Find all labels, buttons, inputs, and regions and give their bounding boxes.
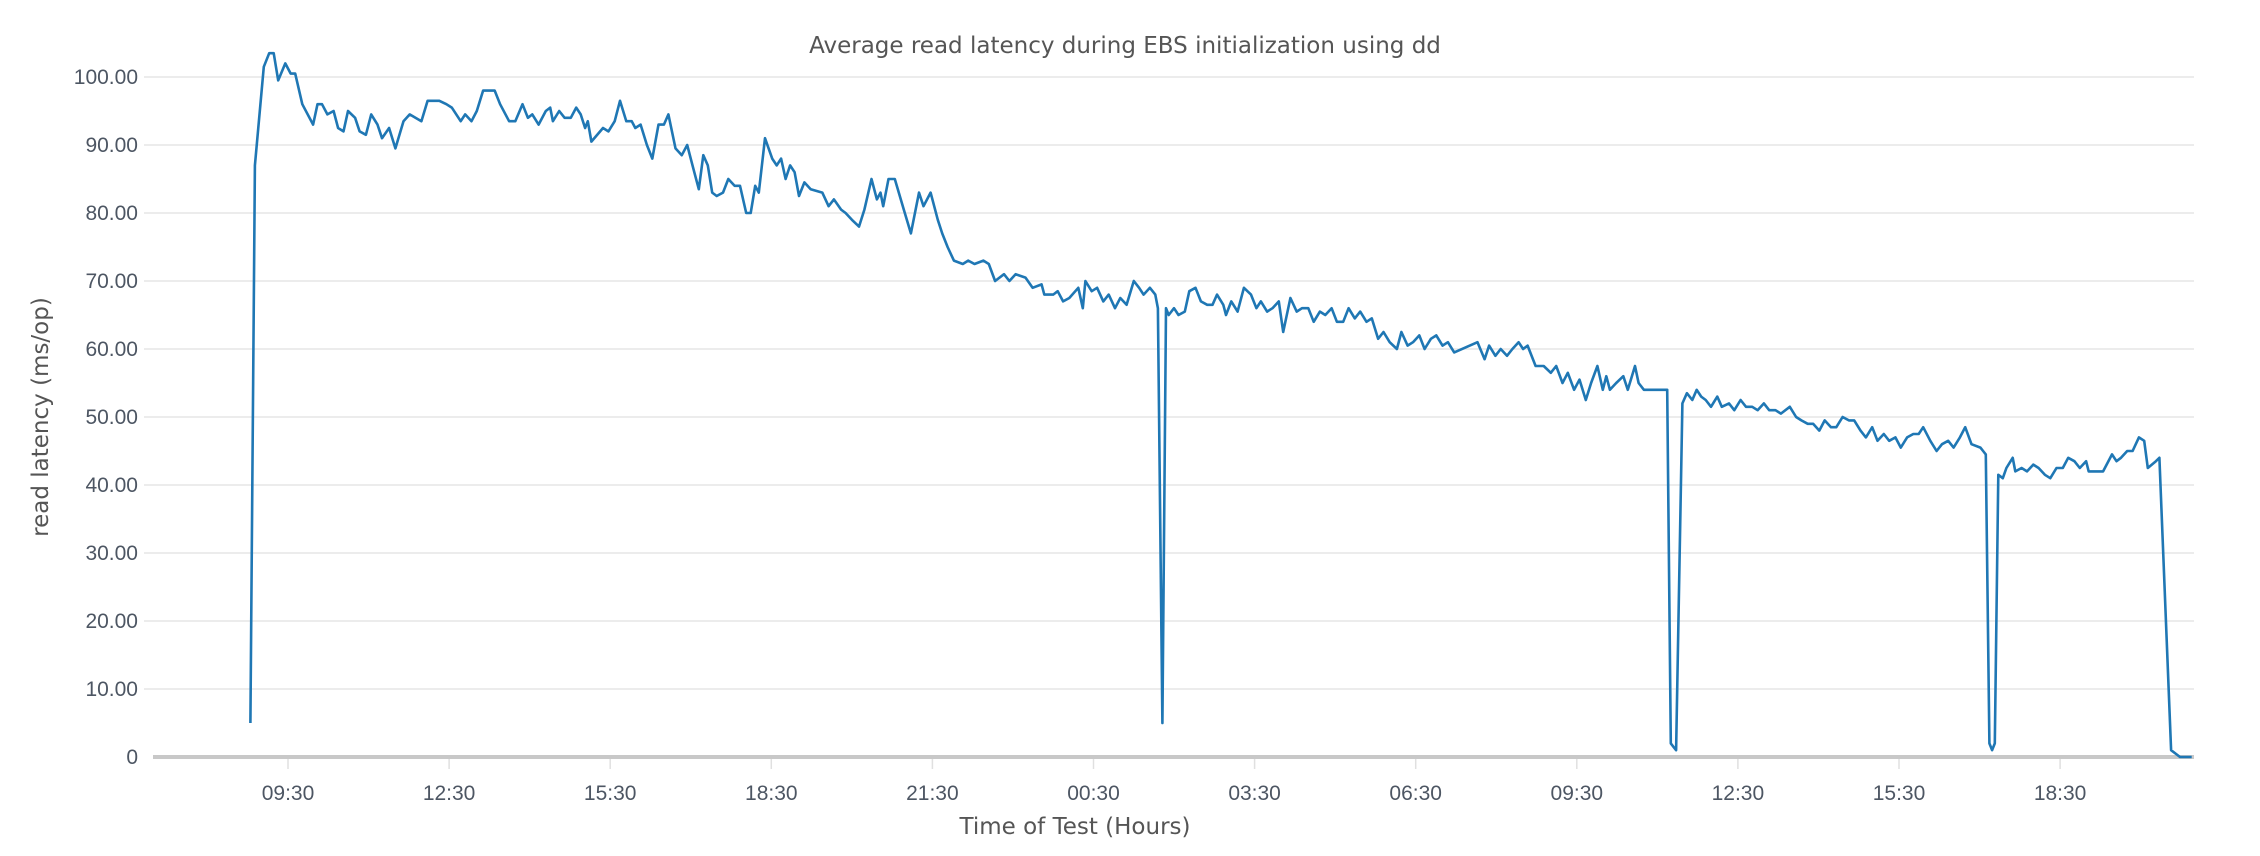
y-tick-label: 90.00 [85,134,138,157]
x-axis-title: Time of Test (Hours) [958,814,1190,840]
y-tick-label: 50.00 [85,406,138,429]
x-axis-ticks [287,759,2061,769]
x-tick-label: 03:30 [1228,782,1281,805]
y-axis-tick-labels: 0 10.00 20.00 30.00 40.00 50.00 60.00 70.00 80.0… [74,66,138,769]
x-axis-tick-labels: 09:30 12:30 15:30 18:30 21:30 00:30 03:30 06:30… [262,782,2087,805]
y-tick-label: 60.00 [85,338,138,361]
x-tick-label: 06:30 [1389,782,1442,805]
x-tick-label: 18:30 [745,782,798,805]
y-tick-label: 100.00 [74,66,138,89]
x-tick-label: 12:30 [1712,782,1765,805]
y-tick-label: 30.00 [85,542,138,565]
x-tick-label: 09:30 [1551,782,1604,805]
x-tick-label: 21:30 [906,782,959,805]
x-tick-label: 15:30 [584,782,637,805]
read-latency-series-line[interactable] [249,51,2192,759]
y-tick-label: 10.00 [85,678,138,701]
x-tick-label: 00:30 [1067,782,1120,805]
y-tick-label: 80.00 [85,202,138,225]
y-tick-label: 20.00 [85,610,138,633]
x-tick-label: 09:30 [262,782,315,805]
y-gridlines [144,76,2194,690]
y-tick-label: 70.00 [85,270,138,293]
x-tick-label: 12:30 [423,782,476,805]
y-tick-label: 40.00 [85,474,138,497]
x-tick-label: 15:30 [1873,782,1926,805]
y-tick-label: 0 [126,746,138,769]
y-axis-title: read latency (ms/op) [28,297,54,537]
x-tick-label: 18:30 [2034,782,2087,805]
chart-title: Average read latency during EBS initiali… [809,33,1441,59]
